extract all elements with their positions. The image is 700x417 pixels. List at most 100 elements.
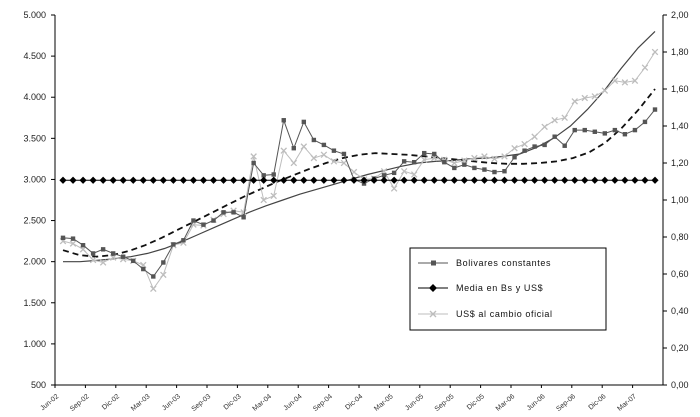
data-point-bolivares bbox=[60, 235, 66, 241]
data-point-bolivares bbox=[532, 144, 537, 149]
data-point-bolivares bbox=[512, 155, 517, 160]
x-tick-label: Dic-05 bbox=[466, 393, 486, 411]
data-point-media bbox=[520, 176, 529, 184]
data-point-usd bbox=[611, 77, 619, 85]
data-point-bolivares bbox=[321, 142, 327, 148]
x-tick-label: Jun-03 bbox=[161, 393, 182, 412]
data-point-media bbox=[551, 176, 559, 184]
y-right-tick-label: 0,00 bbox=[671, 380, 689, 390]
data-point-media bbox=[440, 176, 448, 184]
x-tick-label: Jun-06 bbox=[526, 393, 547, 412]
data-point-usd bbox=[451, 159, 458, 167]
data-point-usd bbox=[551, 116, 558, 124]
data-point-bolivares bbox=[80, 243, 86, 248]
x-tick-label: Sep-06 bbox=[555, 393, 577, 413]
data-point-media bbox=[179, 176, 188, 184]
data-point-media bbox=[229, 176, 238, 184]
data-point-usd bbox=[69, 240, 77, 247]
data-point-bolivares bbox=[482, 167, 487, 172]
legend-marker-media bbox=[429, 284, 437, 292]
x-tick-label: Dic-04 bbox=[344, 393, 364, 411]
data-point-usd bbox=[591, 93, 599, 100]
data-point-media bbox=[89, 176, 97, 184]
data-point-media bbox=[541, 176, 549, 184]
data-point-media bbox=[621, 176, 629, 184]
chart-series bbox=[59, 30, 659, 293]
data-point-usd bbox=[641, 64, 649, 71]
data-point-usd bbox=[310, 154, 318, 162]
data-point-usd bbox=[140, 261, 147, 269]
data-point-bolivares bbox=[191, 218, 196, 223]
data-point-bolivares bbox=[241, 215, 246, 220]
data-point-media bbox=[561, 176, 569, 184]
x-tick-label: Mar-07 bbox=[616, 393, 638, 413]
data-point-media bbox=[59, 176, 67, 184]
data-point-media bbox=[340, 176, 348, 184]
data-point-media bbox=[119, 176, 127, 184]
data-point-bolivares bbox=[462, 162, 467, 167]
data-point-usd bbox=[631, 77, 639, 85]
x-tick-label: Dic-03 bbox=[223, 393, 243, 411]
data-point-media bbox=[250, 176, 258, 184]
data-point-media bbox=[581, 176, 589, 184]
data-point-usd bbox=[400, 167, 408, 175]
y-right-tick-label: 0,20 bbox=[671, 343, 689, 353]
data-point-media bbox=[209, 176, 218, 184]
data-point-bolivares bbox=[311, 137, 317, 143]
x-tick-label: Dic-02 bbox=[101, 393, 121, 411]
y-right-tick-label: 0,60 bbox=[671, 269, 689, 279]
legend-marker-bolivares bbox=[431, 260, 436, 266]
x-tick-label: Sep-03 bbox=[190, 393, 212, 413]
x-tick-label: Sep-02 bbox=[69, 393, 91, 413]
data-point-bolivares bbox=[442, 159, 447, 165]
y-left-tick-label: 3.500 bbox=[23, 133, 46, 143]
trendline-dashed bbox=[62, 88, 656, 258]
data-point-usd bbox=[150, 285, 157, 293]
y-left-tick-label: 1.500 bbox=[23, 298, 46, 308]
data-point-usd bbox=[240, 209, 247, 216]
data-point-usd bbox=[109, 254, 117, 261]
data-point-bolivares bbox=[572, 127, 577, 133]
data-point-media bbox=[370, 176, 378, 184]
data-point-bolivares bbox=[562, 143, 567, 148]
data-point-bolivares bbox=[110, 251, 116, 256]
data-point-bolivares bbox=[90, 251, 96, 256]
data-point-bolivares bbox=[261, 173, 266, 178]
legend-label-media: Media en Bs y US$ bbox=[456, 283, 543, 293]
y-right-tick-label: 1,80 bbox=[671, 47, 689, 57]
y-right-tick-label: 0,80 bbox=[671, 232, 689, 242]
data-point-usd bbox=[250, 153, 257, 160]
data-point-media bbox=[320, 176, 328, 184]
data-point-usd bbox=[601, 87, 609, 94]
data-point-media bbox=[169, 176, 177, 184]
y-right-tick-label: 2,00 bbox=[671, 10, 689, 20]
x-tick-label: Jun-02 bbox=[39, 393, 60, 412]
data-point-media bbox=[129, 176, 137, 184]
data-point-media bbox=[350, 176, 358, 184]
data-point-media bbox=[611, 176, 619, 184]
y-right-tick-label: 1,00 bbox=[671, 195, 689, 205]
data-point-bolivares bbox=[411, 159, 417, 165]
data-point-media bbox=[69, 176, 77, 184]
data-point-media bbox=[149, 176, 157, 184]
data-point-usd bbox=[471, 154, 478, 162]
x-tick-label: Mar-06 bbox=[495, 393, 517, 413]
data-point-bolivares bbox=[301, 119, 307, 125]
data-point-bolivares bbox=[552, 134, 557, 139]
x-tick-label: Jun-04 bbox=[283, 393, 304, 412]
data-point-media bbox=[400, 176, 408, 184]
data-point-bolivares bbox=[401, 159, 407, 164]
data-point-usd bbox=[521, 140, 528, 148]
x-tick-label: Mar-05 bbox=[373, 393, 395, 413]
data-point-media bbox=[360, 176, 368, 184]
y-right-tick-label: 0,40 bbox=[671, 306, 689, 316]
data-point-bolivares bbox=[141, 266, 146, 272]
data-point-media bbox=[310, 176, 318, 184]
data-point-media bbox=[591, 176, 599, 184]
data-point-bolivares bbox=[642, 119, 648, 125]
data-point-media bbox=[240, 176, 248, 184]
data-point-bolivares bbox=[632, 127, 638, 133]
data-point-usd bbox=[430, 154, 438, 162]
data-point-usd bbox=[270, 192, 277, 200]
